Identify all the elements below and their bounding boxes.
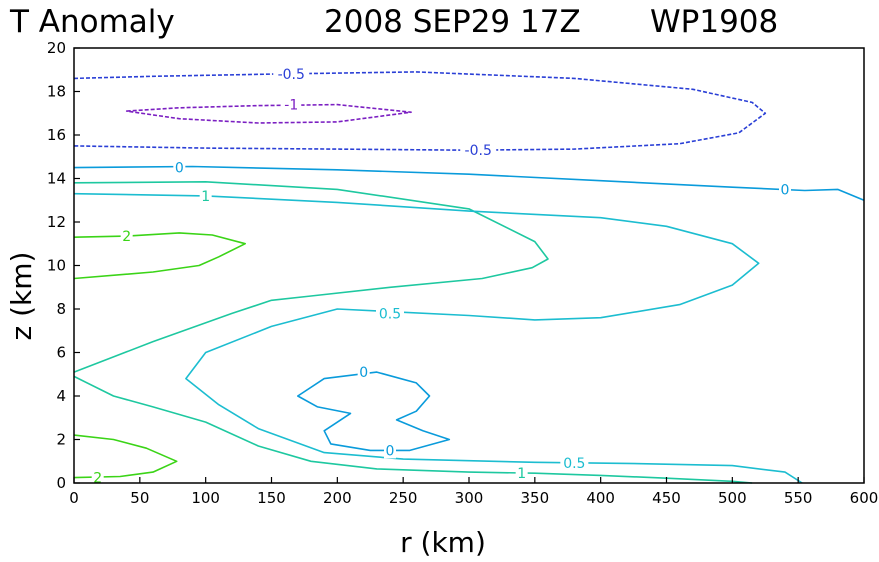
x-tick-label: 100 [191, 489, 220, 507]
contour-label: 2 [93, 471, 102, 487]
chart-date: 2008 SEP29 17Z [324, 4, 581, 40]
contour-line-0 [73, 165, 865, 202]
x-axis-title: r (km) [400, 526, 486, 558]
axis-ticks: 0 50 100 150 200 250 300 350 400 450 500 550 6000246… [47, 39, 878, 507]
contour-label: 0 [175, 161, 184, 177]
contour-label: 0 [359, 365, 368, 381]
contour-line-0p5 [73, 192, 803, 484]
contour-line-0 [297, 371, 451, 452]
y-tick-label: 18 [47, 83, 66, 101]
y-tick-label: 2 [56, 431, 66, 449]
contour-line-neg1 [125, 103, 412, 124]
x-tick-label: 150 [257, 489, 286, 507]
contour-line-2 [73, 232, 246, 280]
contour-label-background [560, 454, 589, 471]
x-tick-label: 300 [455, 489, 484, 507]
y-tick-label: 10 [47, 257, 66, 275]
y-tick-label: 8 [56, 300, 66, 318]
x-tick-label: 50 [130, 489, 149, 507]
y-tick-label: 20 [47, 39, 66, 57]
x-tick-label: 400 [586, 489, 615, 507]
contour-label-background [460, 142, 497, 159]
contour-label-background [779, 181, 791, 198]
y-tick-label: 16 [47, 126, 66, 144]
contour-line-2 [73, 434, 178, 479]
contour-label-background [120, 228, 133, 245]
contour-label: 0.5 [379, 306, 401, 322]
x-tick-label: 250 [389, 489, 418, 507]
x-tick-label: 200 [323, 489, 352, 507]
contour-label: 0 [386, 443, 395, 459]
chart-storm-id: WP1908 [650, 4, 778, 40]
x-tick-label: 350 [521, 489, 550, 507]
contour-label: 1 [201, 189, 210, 205]
contour-label-background [281, 96, 302, 113]
contour-label: 0 [781, 182, 790, 198]
contour-layer [73, 71, 865, 484]
contour-label-background [173, 159, 186, 176]
contour-label: -0.5 [465, 143, 492, 159]
x-tick-label: 0 [69, 489, 79, 507]
x-tick-label: 450 [652, 489, 681, 507]
y-axis-title: z (km) [5, 252, 38, 341]
contour-label-background [376, 305, 404, 322]
contour-label: -1 [284, 98, 298, 114]
x-tick-label: 500 [718, 489, 747, 507]
contour-label-background [91, 469, 104, 486]
contour-label-layer: -0.5 -1 -0.5 0 0 1 2 0.5 0 0 0.5 1 2 [91, 66, 791, 487]
contour-line-neg0p5 [73, 71, 767, 151]
y-tick-label: 0 [56, 474, 66, 492]
y-tick-label: 6 [56, 344, 66, 362]
x-tick-label: 550 [784, 489, 813, 507]
contour-label: 0.5 [563, 456, 585, 472]
contour-line-1 [73, 375, 753, 484]
contour-label-background [357, 364, 370, 381]
y-tick-label: 4 [56, 387, 66, 405]
contour-label-background [199, 187, 212, 204]
contour-label-background [384, 442, 396, 459]
y-tick-label: 14 [47, 170, 66, 188]
y-tick-label: 12 [47, 213, 66, 231]
chart-title: T Anomaly [9, 4, 175, 40]
contour-label-background [273, 66, 310, 83]
contour-line-1 [73, 181, 549, 373]
x-tick-label: 600 [850, 489, 879, 507]
contour-label: 1 [517, 466, 526, 482]
contour-label: 2 [122, 229, 131, 245]
contour-label-background [515, 465, 528, 482]
contour-label: -0.5 [278, 67, 305, 83]
